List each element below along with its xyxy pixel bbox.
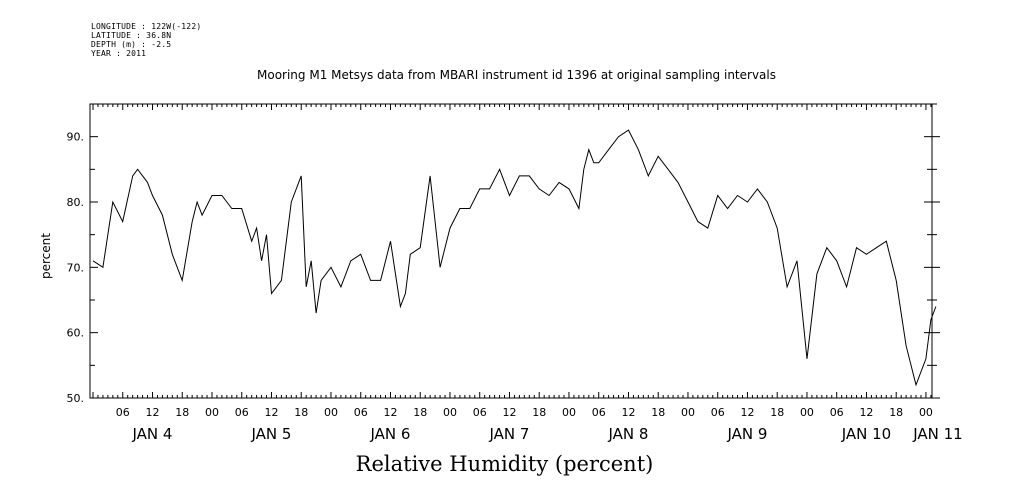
year-label: YEAR : 2011 xyxy=(91,49,147,58)
x-tick-label: 12 xyxy=(502,406,516,419)
x-tick-label: 12 xyxy=(740,406,754,419)
x-day-label: JAN 10 xyxy=(841,425,892,443)
y-tick-label: 90. xyxy=(67,131,85,144)
x-tick-label: 12 xyxy=(264,406,278,419)
x-day-label: JAN 5 xyxy=(251,425,292,443)
y-tick-label: 70. xyxy=(67,261,85,274)
plot-frame xyxy=(89,103,933,399)
x-tick-label: 18 xyxy=(651,406,665,419)
x-tick-label: 12 xyxy=(145,406,159,419)
depth-label: DEPTH (m) : -2.5 xyxy=(91,40,172,49)
metadata-block: LONGITUDE : 122W(-122) LATITUDE : 36.8N … xyxy=(91,22,201,58)
x-tick-label: 00 xyxy=(443,406,457,419)
y-tick-label: 60. xyxy=(67,327,85,340)
x-tick-label: 06 xyxy=(711,406,725,419)
x-tick-label: 06 xyxy=(592,406,606,419)
x-day-label: JAN 7 xyxy=(488,425,529,443)
x-tick-label: 12 xyxy=(383,406,397,419)
x-tick-label: 18 xyxy=(770,406,784,419)
latitude-label: LATITUDE : 36.8N xyxy=(91,31,172,40)
x-day-label: JAN 8 xyxy=(607,425,648,443)
series-line xyxy=(92,129,937,387)
x-tick-label: 06 xyxy=(354,406,368,419)
x-day-label: JAN 11 xyxy=(912,425,963,443)
chart-title: Mooring M1 Metsys data from MBARI instru… xyxy=(257,68,776,82)
y-tick-label: 50. xyxy=(67,392,85,405)
x-tick-label: 12 xyxy=(859,406,873,419)
x-tick-label: 00 xyxy=(919,406,933,419)
x-day-label: JAN 6 xyxy=(369,425,410,443)
x-tick-label: 18 xyxy=(889,406,903,419)
longitude-label: LONGITUDE : 122W(-122) xyxy=(91,22,202,31)
x-tick-label: 00 xyxy=(324,406,338,419)
x-tick-label: 06 xyxy=(235,406,249,419)
x-day-label: JAN 9 xyxy=(726,425,767,443)
x-day-label: JAN 4 xyxy=(132,425,173,443)
x-tick-label: 00 xyxy=(800,406,814,419)
x-tick-label: 00 xyxy=(681,406,695,419)
x-tick-label: 06 xyxy=(473,406,487,419)
x-tick-label: 18 xyxy=(294,406,308,419)
x-tick-label: 00 xyxy=(205,406,219,419)
x-axis-title: Relative Humidity (percent) xyxy=(355,452,654,476)
x-tick-label: 06 xyxy=(830,406,844,419)
y-tick-label: 80. xyxy=(67,196,85,209)
x-tick-label: 18 xyxy=(532,406,546,419)
x-tick-label: 18 xyxy=(175,406,189,419)
x-tick-label: 18 xyxy=(413,406,427,419)
x-tick-label: 12 xyxy=(621,406,635,419)
x-tick-label: 06 xyxy=(116,406,130,419)
x-tick-label: 00 xyxy=(562,406,576,419)
